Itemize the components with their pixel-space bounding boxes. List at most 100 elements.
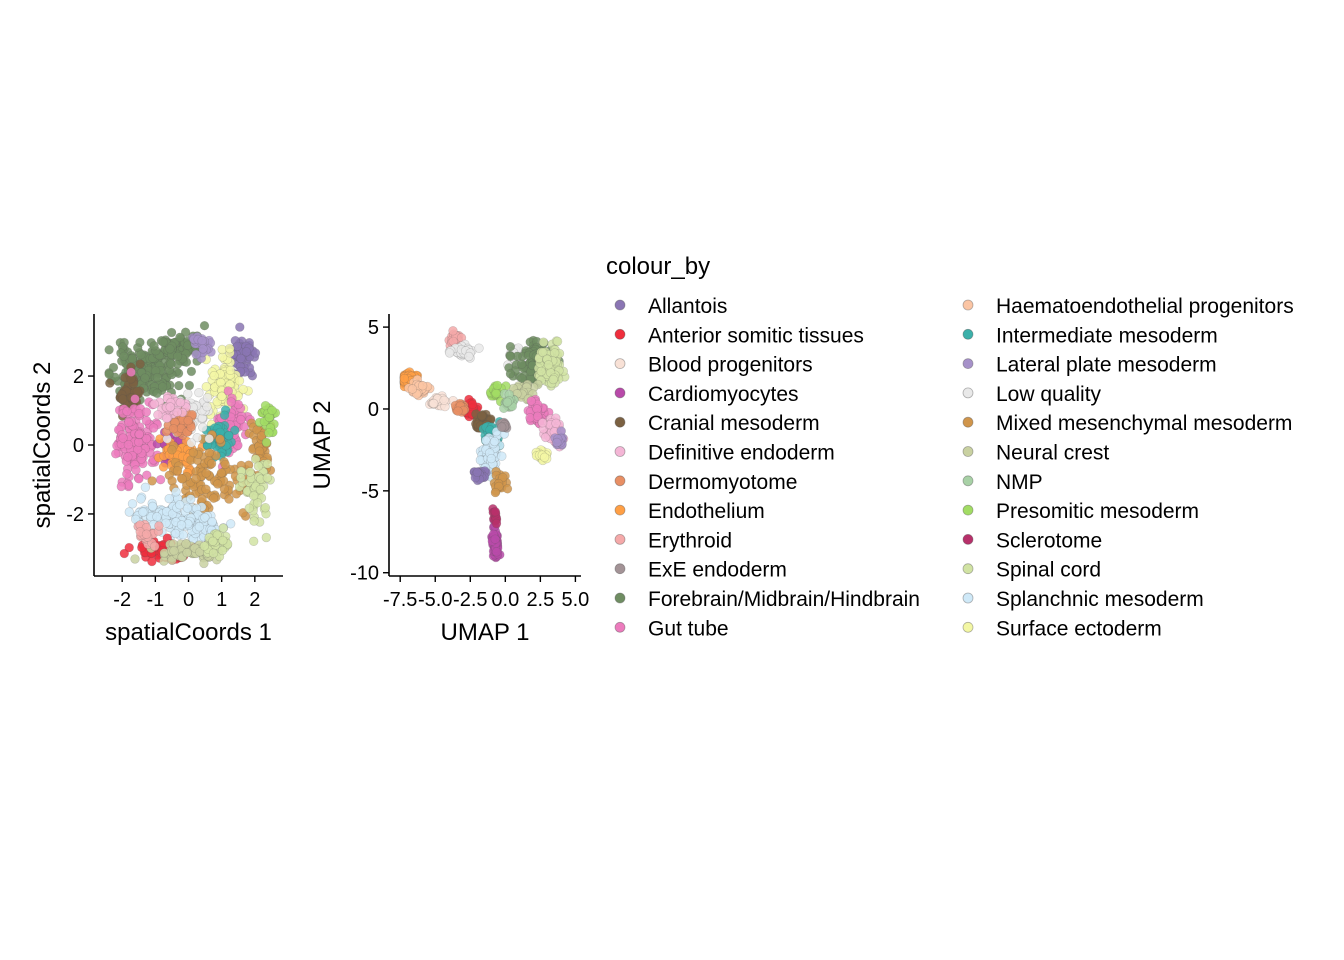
spatial-point-spinal-cord — [199, 541, 210, 551]
umap-point-splanchnic-mesoderm — [497, 451, 507, 461]
legend-item-cranial-mesoderm: Cranial mesoderm — [614, 412, 820, 435]
umap-point-cardiomyocytes — [490, 534, 500, 544]
legend-item-haematoendothelial-progenitors: Haematoendothelial progenitors — [962, 295, 1294, 318]
legend-label: Haematoendothelial progenitors — [996, 295, 1294, 318]
legend-swatch — [614, 299, 626, 311]
umap-point-presomitic-mesoderm — [492, 380, 503, 391]
legend-label: Mixed mesenchymal mesoderm — [996, 412, 1292, 435]
spatial-point-splanchnic-mesoderm — [152, 512, 162, 522]
spatial-point-surface-ectoderm — [217, 391, 227, 401]
legend-swatch — [614, 592, 626, 604]
legend-swatch — [962, 358, 974, 370]
spatial-point-mixed-mesenchymal-mesoderm — [204, 448, 214, 458]
spatial-point-endothelium — [158, 462, 169, 472]
spatial-point-mixed-mesenchymal-mesoderm — [213, 479, 223, 489]
spatial-point-spinal-cord — [236, 473, 246, 483]
spatial-point-splanchnic-mesoderm — [175, 500, 185, 510]
spatial-point-gut-tube — [131, 465, 141, 475]
spatial-point-splanchnic-mesoderm — [186, 494, 196, 504]
spatial-x-axis-title: spatialCoords 1 — [105, 619, 272, 646]
umap-point-presomitic-mesoderm — [491, 388, 501, 399]
spatial-point-low-quality — [194, 388, 204, 398]
umap-point-definitive-endoderm — [551, 418, 561, 428]
spatial-point-low-quality — [186, 438, 196, 448]
spatial-point-spinal-cord — [208, 536, 218, 546]
spatial-point-neural-crest — [159, 556, 169, 566]
spatial-point-splanchnic-mesoderm — [207, 516, 217, 527]
umap-point-spinal-cord — [552, 336, 563, 347]
spatial-point-splanchnic-mesoderm — [147, 501, 158, 511]
umap-point-low-quality — [444, 348, 455, 358]
spatial-point-forebrain-midbrain-hindbrain — [166, 327, 177, 338]
spatial-point-lateral-plate-mesoderm — [197, 336, 207, 346]
spatial-point-mixed-mesenchymal-mesoderm — [197, 494, 207, 504]
spatial-point-forebrain-midbrain-hindbrain — [104, 369, 114, 379]
spatial-point-gut-tube — [223, 386, 234, 396]
spatial-point-gut-tube — [123, 440, 134, 450]
umap-x-tick-label: -7.5 — [383, 589, 417, 611]
spatial-point-splanchnic-mesoderm — [171, 487, 181, 497]
legend-label: Dermomyotome — [648, 471, 797, 494]
spatial-point-forebrain-midbrain-hindbrain — [157, 382, 168, 392]
legend-swatch — [962, 387, 974, 399]
legend: colour_by Allantois Anterior somitic tiss… — [606, 253, 1294, 640]
legend-label: Cardiomyocytes — [648, 383, 799, 406]
legend-label: Anterior somitic tissues — [648, 324, 864, 347]
legend-swatch — [614, 446, 626, 457]
legend-item-surface-ectoderm: Surface ectoderm — [962, 617, 1162, 640]
spatial-point-definitive-endoderm — [162, 413, 172, 423]
spatial-point-gut-tube — [142, 470, 152, 480]
legend-item-intermediate-mesoderm: Intermediate mesoderm — [962, 324, 1218, 347]
legend-swatch — [614, 475, 626, 487]
legend-swatch — [614, 504, 626, 516]
spatial-y-tick-label: 0 — [73, 435, 84, 457]
legend-entries: Allantois Anterior somitic tissues Blood p… — [614, 295, 1294, 640]
legend-title: colour_by — [606, 253, 710, 280]
umap-y-tick-label: -5 — [361, 481, 379, 503]
spatial-point-definitive-endoderm — [165, 402, 175, 412]
spatial-point-surface-ectoderm — [238, 384, 248, 395]
umap-point-sclerotome — [490, 507, 501, 517]
legend-label: Presomitic mesoderm — [996, 500, 1199, 523]
spatial-point-gut-tube — [141, 433, 152, 444]
spatial-point-allantois — [235, 322, 245, 332]
spatial-point-forebrain-midbrain-hindbrain — [174, 381, 184, 391]
umap-point-dermomyotome — [453, 406, 463, 416]
umap-point-forebrain-midbrain-hindbrain — [505, 342, 516, 352]
legend-label: Erythroid — [648, 529, 732, 552]
spatial-point-low-quality — [183, 389, 193, 399]
legend-item-erythroid: Erythroid — [614, 529, 732, 552]
spatial-point-definitive-endoderm — [175, 397, 186, 408]
umap-point-mixed-mesenchymal-mesoderm — [490, 487, 501, 498]
umap-point-spinal-cord — [548, 374, 558, 385]
legend-swatch — [962, 592, 974, 604]
umap-point-haematoendothelial-progenitors — [407, 384, 418, 394]
legend-swatch — [962, 416, 974, 428]
umap-point-spinal-cord — [538, 337, 549, 347]
spatial-point-splanchnic-mesoderm — [124, 507, 135, 517]
umap-point-haematoendothelial-progenitors — [417, 381, 428, 391]
legend-swatch — [962, 563, 974, 575]
spatial-point-splanchnic-mesoderm — [164, 494, 174, 504]
legend-item-blood-progenitors: Blood progenitors — [614, 354, 813, 377]
legend-item-endothelium: Endothelium — [614, 500, 765, 523]
legend-item-gut-tube: Gut tube — [614, 617, 729, 640]
spatial-point-intermediate-mesoderm — [224, 430, 234, 441]
spatial-point-spinal-cord — [262, 473, 273, 483]
umap-point-gut-tube — [525, 413, 535, 423]
spatial-point-anterior-somitic-tissues — [119, 548, 130, 559]
spatial-point-mixed-mesenchymal-mesoderm — [167, 445, 177, 455]
spatial-point-forebrain-midbrain-hindbrain — [104, 345, 114, 355]
umap-y-tick-label: 0 — [368, 399, 379, 421]
spatial-point-splanchnic-mesoderm — [140, 482, 151, 492]
spatial-point-gut-tube — [130, 394, 140, 404]
spatial-point-cranial-mesoderm — [105, 378, 115, 388]
spatial-y-tick-label: -2 — [66, 504, 84, 526]
spatial-point-gut-tube — [116, 481, 127, 492]
spatial-point-erythroid — [141, 529, 152, 539]
spatial-point-presomitic-mesoderm — [267, 405, 277, 415]
umap-x-tick-label: -2.5 — [453, 589, 487, 611]
spatial-point-gut-tube — [122, 406, 132, 417]
umap-point-definitive-endoderm — [537, 418, 548, 428]
spatial-point-forebrain-midbrain-hindbrain — [127, 354, 138, 364]
